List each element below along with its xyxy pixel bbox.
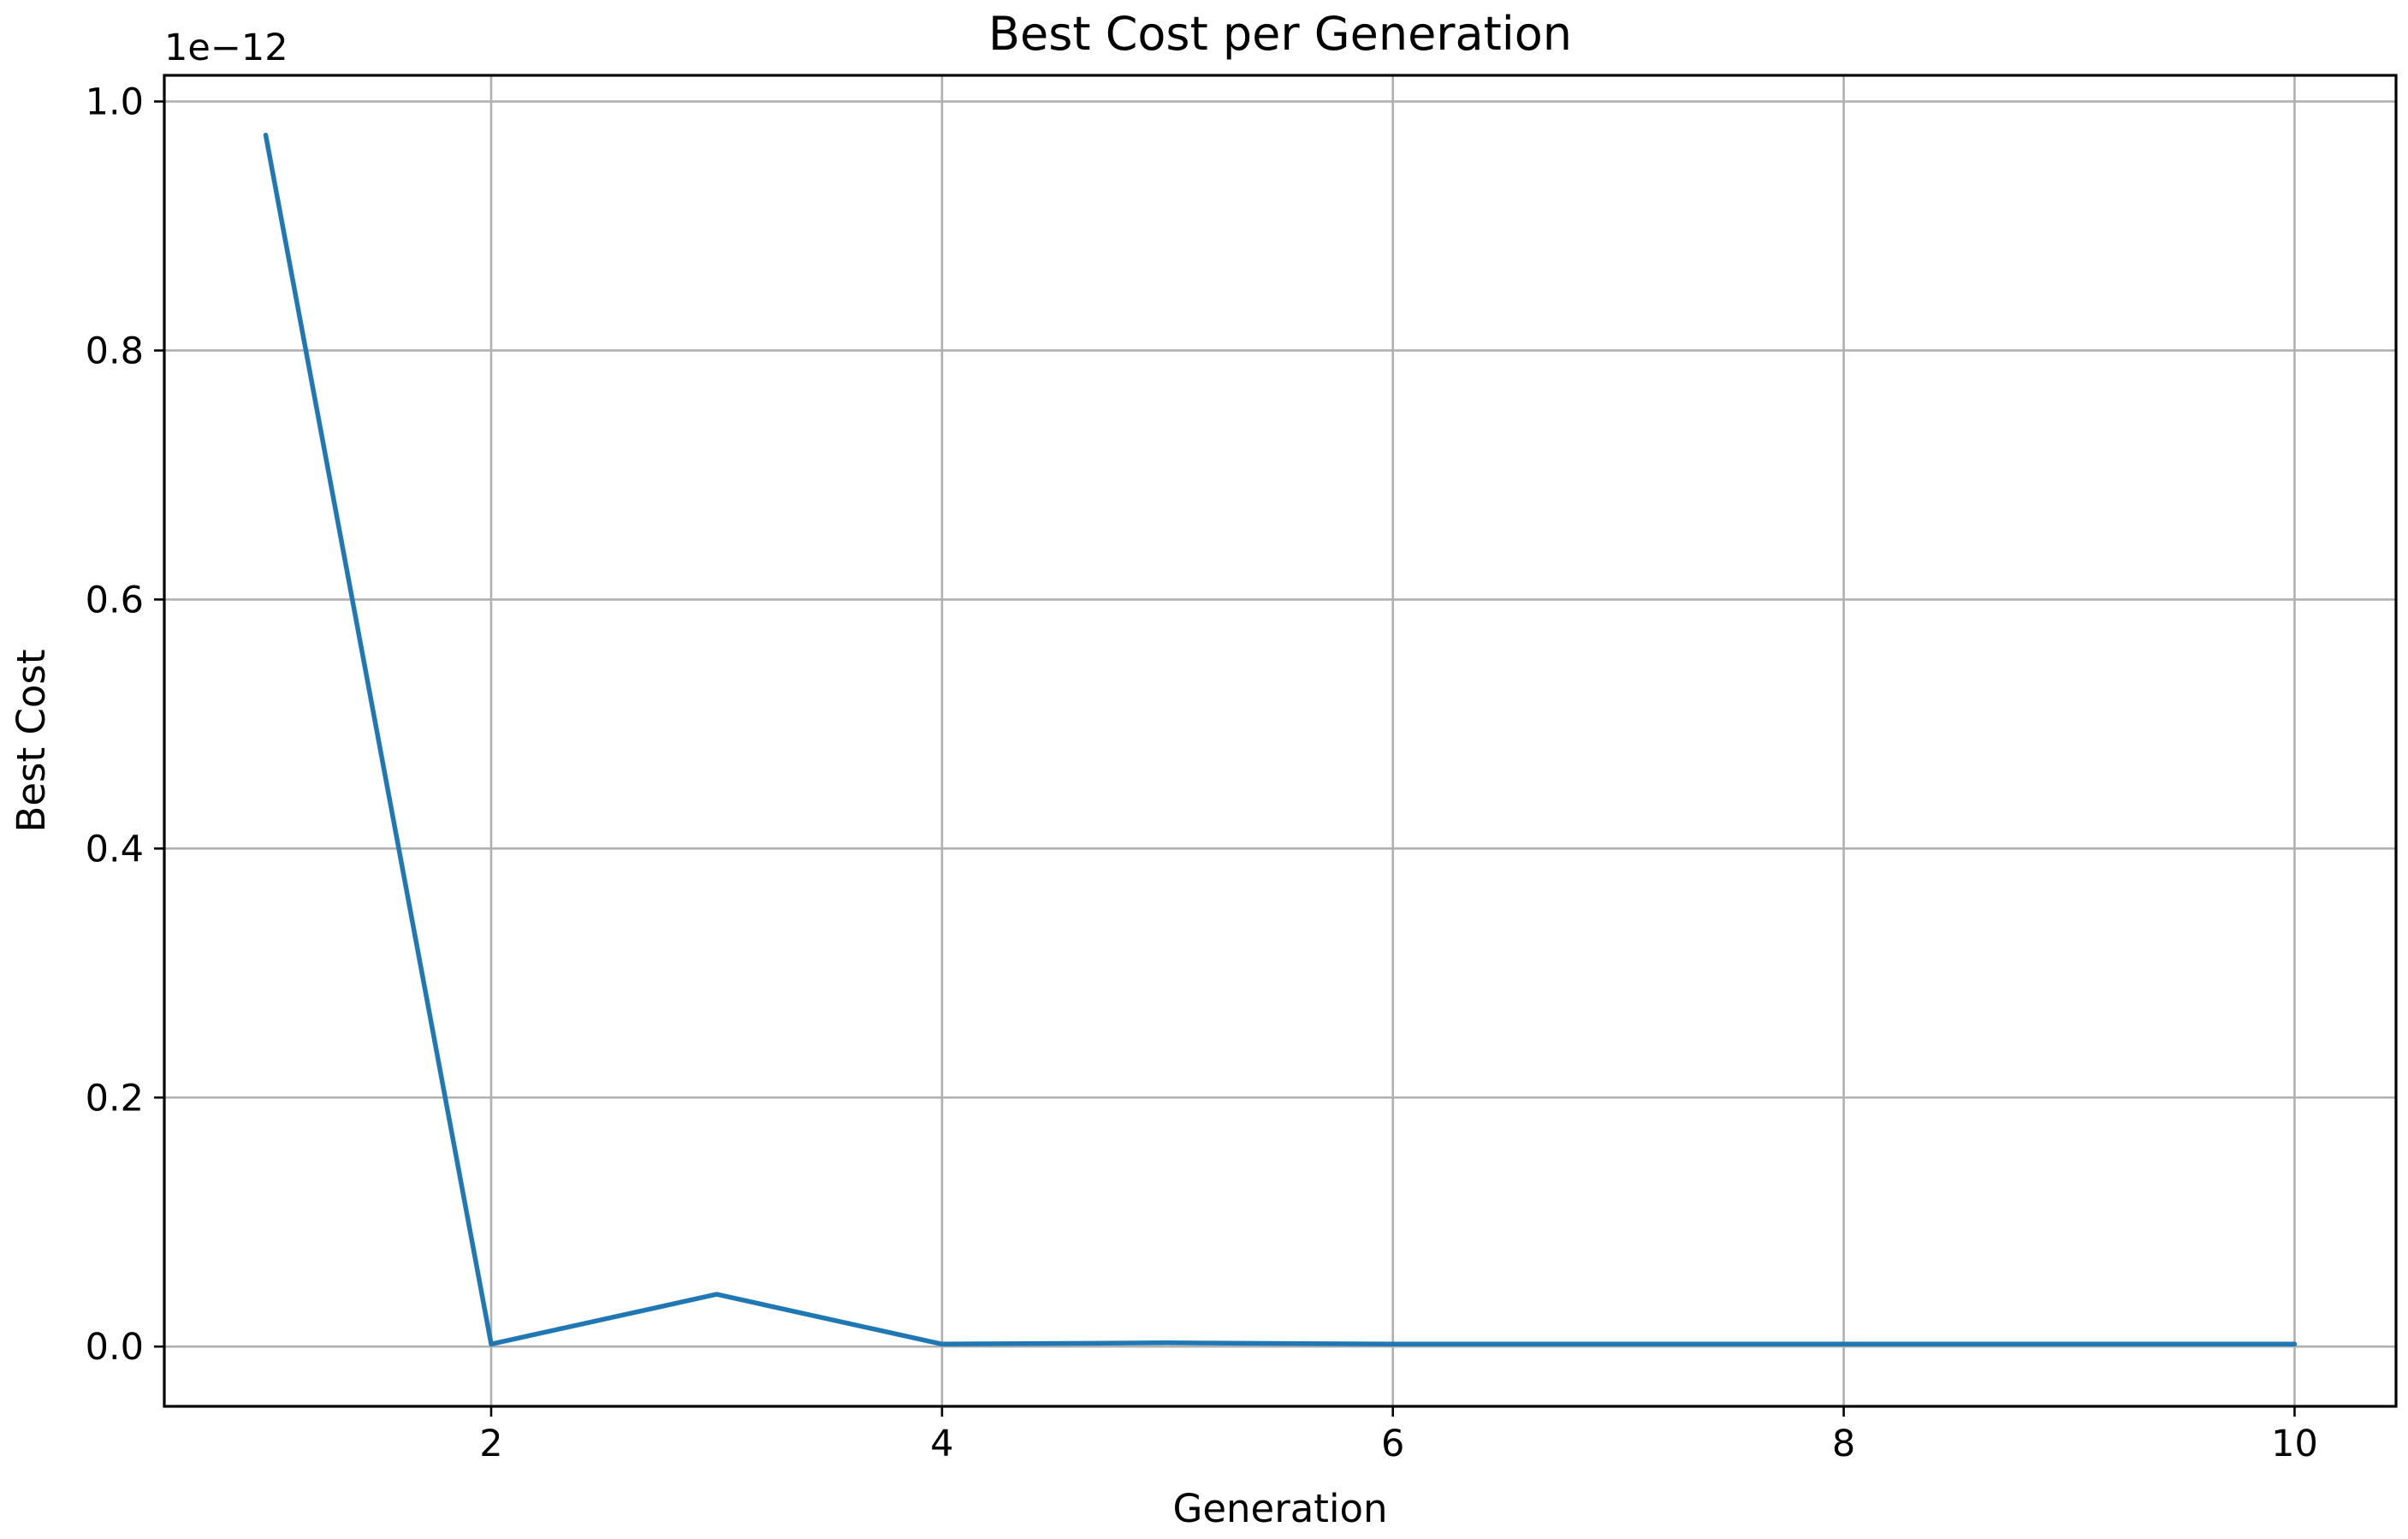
x-tick-label: 4 [930, 1423, 953, 1465]
x-tick-label: 6 [1381, 1423, 1404, 1465]
y-tick-label: 0.8 [86, 330, 144, 372]
series-layer [263, 133, 2298, 1347]
x-tick-label: 8 [1832, 1423, 1855, 1465]
y-tick-label: 0.0 [86, 1326, 144, 1369]
y-axis-label: Best Cost [9, 650, 54, 833]
x-tick-label: 2 [479, 1423, 502, 1465]
x-tick-label: 10 [2271, 1423, 2318, 1465]
tick-layer: 2 4 6 8 10 0.0 0.2 0.4 0.6 0.8 1.0 [86, 81, 2318, 1465]
y-tick-label: 1.0 [86, 81, 144, 124]
chart-title: Best Cost per Generation [988, 7, 1572, 61]
y-tick-label: 0.2 [86, 1077, 144, 1120]
y-tick-label: 0.6 [86, 579, 144, 621]
plot-frame [163, 74, 2398, 1408]
series-line [263, 133, 2298, 1347]
x-axis-label: Generation [1172, 1486, 1387, 1531]
y-axis-offset-label: 1e−12 [164, 27, 288, 69]
grid-layer [164, 75, 2396, 1406]
y-tick-label: 0.4 [86, 828, 144, 871]
